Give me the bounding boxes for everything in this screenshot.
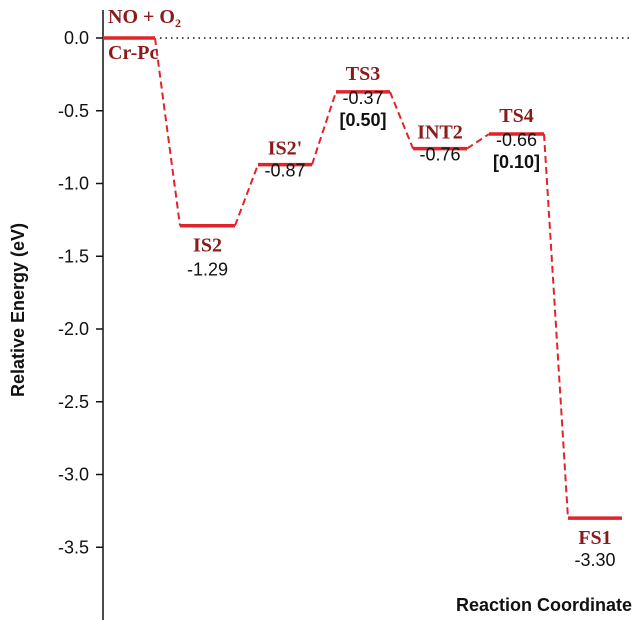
- y-tick-label: -3.0: [58, 465, 89, 485]
- connector-dashed: [389, 91, 414, 149]
- y-tick-label: -2.5: [58, 392, 89, 412]
- y-tick-label: -1.0: [58, 174, 89, 194]
- connector-dashed: [466, 133, 490, 150]
- state-name: TS3: [346, 63, 380, 85]
- axes: Relative Energy (eV) Reaction Coordinate: [8, 10, 632, 620]
- barrier-label: [0.10]: [493, 152, 540, 172]
- energy-value-label: -0.76: [419, 145, 460, 165]
- y-axis-label: Relative Energy (eV): [8, 223, 28, 397]
- state-name-reactant: NO + O2: [108, 6, 181, 30]
- y-tick-label: -3.5: [58, 537, 89, 557]
- energy-value-label: -3.30: [574, 550, 615, 570]
- state-name-catalyst: Cr-Pc: [108, 42, 158, 64]
- state-name: INT2: [417, 122, 463, 144]
- connector-dashed: [234, 164, 259, 227]
- y-tick-label: 0.0: [64, 28, 89, 48]
- state-labels: NO + O2Cr-PcIS2-1.29IS2'-0.87TS3-0.37[0.…: [108, 6, 616, 570]
- connectors: [154, 37, 569, 519]
- energy-value-label: -0.87: [264, 161, 305, 181]
- connector-dashed: [543, 133, 569, 519]
- y-tick-label: -0.5: [58, 101, 89, 121]
- barrier-label: [0.50]: [339, 110, 386, 130]
- state-name: TS4: [499, 105, 533, 127]
- y-tick-label: -1.5: [58, 246, 89, 266]
- y-tick-label: -2.0: [58, 319, 89, 339]
- state-name: IS2: [193, 235, 222, 257]
- energy-levels: [103, 36, 622, 520]
- energy-value-label: -0.37: [342, 88, 383, 108]
- energy-value-label: -1.29: [187, 260, 228, 280]
- x-axis-label: Reaction Coordinate: [456, 595, 632, 615]
- state-name: FS1: [578, 527, 611, 549]
- state-name: IS2': [268, 138, 302, 160]
- y-ticks: 0.0 -0.5 -1.0 -1.5 -2.0 -2.5 -3.0 -3.5: [58, 28, 103, 557]
- connector-dashed: [311, 91, 337, 165]
- energy-value-label: -0.66: [496, 130, 537, 150]
- connector-dashed: [154, 37, 181, 226]
